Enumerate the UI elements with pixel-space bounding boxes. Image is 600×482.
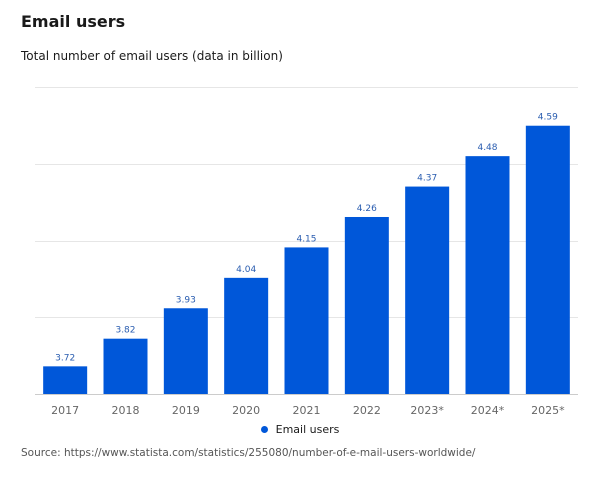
x-tick-label: 2017 <box>51 404 79 417</box>
data-label: 4.48 <box>477 143 497 153</box>
x-tick-label: 2025* <box>531 404 565 417</box>
bar-2022 <box>344 216 389 394</box>
bar-2023-proj <box>405 186 450 394</box>
chart-subtitle: Total number of email users (data in bil… <box>21 49 283 63</box>
bar-2018 <box>103 338 148 394</box>
data-label: 4.59 <box>538 113 558 123</box>
legend-label: Email users <box>275 423 340 436</box>
data-label: 3.82 <box>115 326 135 336</box>
data-label: 4.26 <box>357 204 377 214</box>
bar-2017 <box>43 366 88 394</box>
data-label: 4.04 <box>236 265 256 275</box>
data-label: 3.93 <box>176 295 196 305</box>
bar-2020 <box>224 277 269 394</box>
x-tick-label: 2021 <box>293 404 321 417</box>
legend-marker <box>260 426 268 433</box>
x-tick-label: 2023* <box>410 404 444 417</box>
x-tick-label: 2018 <box>112 404 140 417</box>
bar-chart: 3.72 2017 3.82 2018 3.93 2019 4.04 2020 4.15 2021… <box>35 87 578 417</box>
bar-2024-proj <box>465 156 510 394</box>
chart-title: Email users <box>21 12 126 31</box>
legend[interactable]: Email users <box>0 423 600 436</box>
bar-2021 <box>284 247 329 394</box>
bar-2019 <box>163 308 208 394</box>
x-tick-label: 2019 <box>172 404 200 417</box>
bar-2025-proj <box>525 125 570 395</box>
data-label: 4.15 <box>296 234 316 244</box>
data-label: 3.72 <box>55 353 75 363</box>
x-tick-label: 2020 <box>232 404 260 417</box>
x-tick-label: 2022 <box>353 404 381 417</box>
source-note: Source: https://www.statista.com/statist… <box>21 447 476 459</box>
x-tick-label: 2024* <box>471 404 505 417</box>
data-label: 4.37 <box>417 174 437 184</box>
